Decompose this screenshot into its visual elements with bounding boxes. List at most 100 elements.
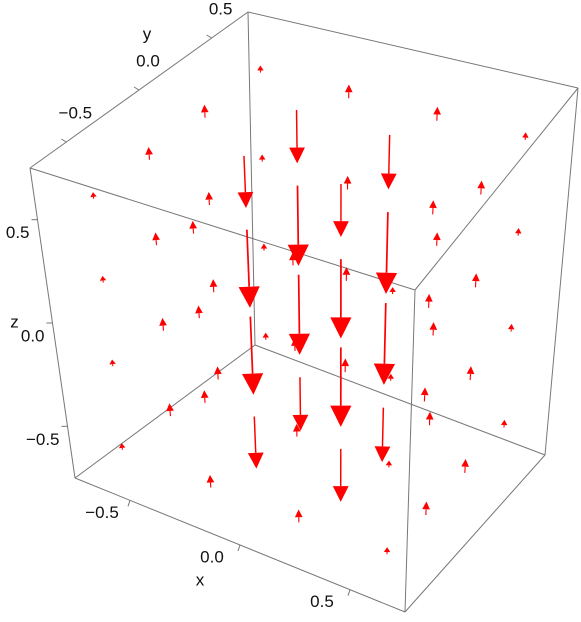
arrow xyxy=(330,347,352,427)
arrow-head xyxy=(159,317,167,326)
arrow-shaft xyxy=(297,274,301,334)
arrow-head xyxy=(214,366,222,375)
arrow xyxy=(522,132,529,140)
arrow xyxy=(257,65,264,73)
arrow xyxy=(374,407,391,463)
arrow-head xyxy=(471,273,480,282)
arrow xyxy=(209,279,218,293)
arrow-head xyxy=(99,275,107,281)
arrow-shaft xyxy=(296,185,300,245)
arrow-head xyxy=(294,509,303,518)
arrow xyxy=(90,192,97,199)
arrow xyxy=(433,232,441,246)
arrow-head xyxy=(118,443,126,449)
arrow xyxy=(289,252,297,266)
arrow xyxy=(500,419,508,428)
arrow-head xyxy=(477,180,486,189)
arrow xyxy=(380,134,397,190)
arrow-head xyxy=(522,132,529,138)
box-edge xyxy=(247,11,579,89)
arrow xyxy=(205,191,213,206)
arrow xyxy=(200,390,209,403)
arrow xyxy=(260,243,268,251)
arrow-head xyxy=(383,547,391,553)
box-edge xyxy=(254,344,546,456)
arrow-head xyxy=(238,286,260,308)
box-edge xyxy=(29,167,416,291)
arrow xyxy=(422,501,430,516)
arrow xyxy=(99,275,107,283)
arrow-shaft xyxy=(253,416,257,453)
arrow-head xyxy=(237,191,254,208)
arrow-head xyxy=(200,390,209,399)
arrow-head xyxy=(420,387,429,396)
arrow-head xyxy=(466,366,475,375)
x-tick-label: −0.5 xyxy=(85,503,119,522)
arrow xyxy=(152,232,160,246)
arrow xyxy=(341,358,350,373)
arrow xyxy=(109,359,116,367)
arrow-head xyxy=(422,501,430,510)
arrow-head xyxy=(429,200,437,209)
arrow-shaft xyxy=(249,316,254,374)
arrow-head xyxy=(292,414,309,431)
arrow-head xyxy=(247,452,264,469)
arrow xyxy=(433,106,441,121)
arrow xyxy=(242,316,264,395)
arrow-head xyxy=(425,411,434,420)
arrow xyxy=(258,154,266,162)
arrow xyxy=(291,338,299,351)
arrow xyxy=(373,303,395,385)
arrow-head xyxy=(189,220,198,229)
arrow xyxy=(375,212,398,294)
arrow xyxy=(425,293,433,308)
arrow xyxy=(200,104,209,118)
arrow xyxy=(466,366,475,381)
arrow xyxy=(237,155,254,208)
arrow xyxy=(461,458,470,473)
arrow-head xyxy=(373,363,395,385)
x-tick xyxy=(127,500,131,507)
arrow-head xyxy=(341,358,350,367)
z-tick-label: −0.5 xyxy=(26,430,60,449)
arrow-head xyxy=(288,333,310,355)
arrow-head xyxy=(242,373,264,395)
arrow xyxy=(425,411,434,426)
z-tick-label: 0.0 xyxy=(21,326,45,345)
arrow xyxy=(342,267,351,281)
y-tick xyxy=(206,34,212,39)
arrow-head xyxy=(289,252,297,261)
arrow-head xyxy=(375,272,398,294)
y-tick-label: −0.5 xyxy=(59,103,93,122)
y-tick xyxy=(133,86,140,91)
arrow-shaft xyxy=(383,303,387,364)
box-edge xyxy=(404,289,416,613)
arrow-head xyxy=(90,192,97,198)
arrow xyxy=(166,403,174,417)
arrow-head xyxy=(206,474,215,483)
arrow-shaft xyxy=(381,407,385,447)
arrow xyxy=(477,180,486,195)
arrow-head xyxy=(195,305,203,314)
arrow xyxy=(330,259,352,339)
x-tick-label: 0.0 xyxy=(200,547,224,566)
arrow xyxy=(206,474,215,488)
arrow-head xyxy=(515,228,522,234)
arrow xyxy=(145,146,153,160)
y-axis-label: y xyxy=(143,24,152,43)
arrow xyxy=(288,274,310,355)
arrow xyxy=(189,220,198,234)
arrow xyxy=(387,373,394,381)
arrow-head xyxy=(385,460,393,466)
x-tick-label: 0.5 xyxy=(310,592,334,611)
box-edge xyxy=(414,87,579,291)
arrow-head xyxy=(433,106,441,115)
arrow xyxy=(429,322,438,336)
arrow xyxy=(292,423,301,437)
arrow-head xyxy=(500,419,508,426)
arrow-head xyxy=(166,403,174,412)
arrow-head xyxy=(287,244,309,266)
arrow-head xyxy=(508,323,515,330)
arrow-head xyxy=(289,147,305,164)
